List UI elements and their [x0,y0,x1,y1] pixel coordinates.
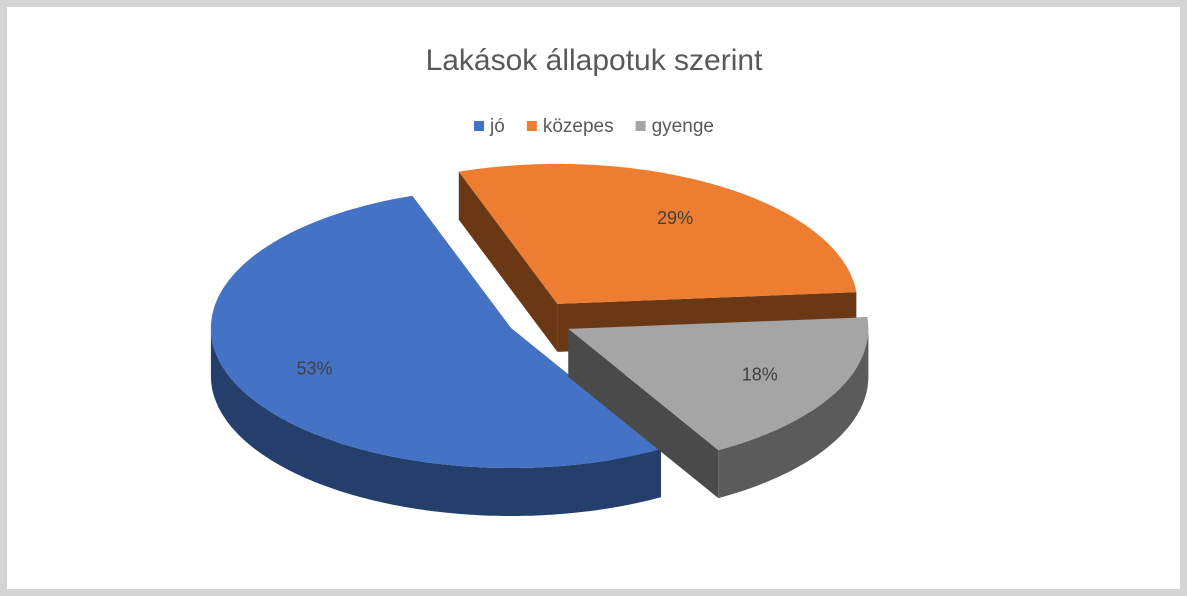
legend-swatch [635,121,646,131]
slice-top [568,317,869,451]
slice-top [458,163,857,304]
data-label: 53% [296,359,332,379]
legend-label: közepes [543,116,614,137]
slice [210,195,661,516]
slice-wall [210,328,661,516]
slice-wall [718,328,869,499]
slice-side [568,328,719,499]
data-label: 29% [657,208,693,228]
data-labels: 29% 53% 18% [296,208,777,384]
legend: jó közepes gyenge [474,116,714,137]
slice-side [458,171,558,352]
slice-top [210,195,661,469]
legend-swatch [474,121,485,131]
legend-item: gyenge [635,116,714,137]
legend-item: közepes [526,116,614,137]
legend-swatch [526,121,537,131]
data-label: 18% [742,364,778,384]
legend-label: gyenge [652,116,714,137]
pie [210,163,869,516]
slice [568,317,869,499]
legend-item: jó [474,116,505,137]
legend-label: jó [489,116,505,137]
chart-title: Lakások állapotuk szerint [426,44,764,77]
